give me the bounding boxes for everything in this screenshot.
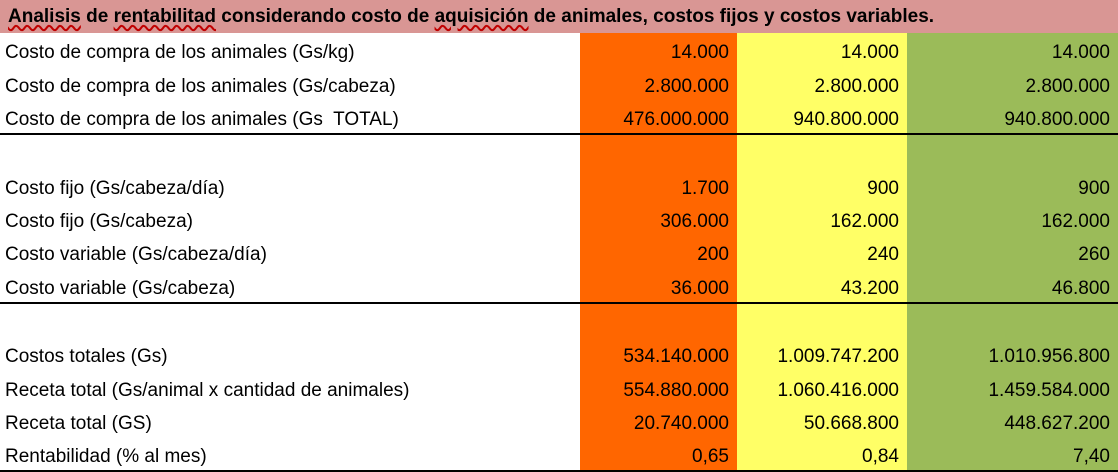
row-label-cell[interactable] bbox=[0, 134, 580, 169]
table-row: Costos totales (Gs) 534.140.000 1.009.74… bbox=[0, 336, 1118, 371]
row-label-cell[interactable]: Costos totales (Gs) bbox=[0, 336, 580, 371]
value-cell-scenario-3[interactable]: 46.800 bbox=[907, 268, 1118, 302]
title-segment-misspelled: aquisición bbox=[434, 5, 529, 27]
row-label-cell[interactable]: Costo de compra de los animales (Gs/cabe… bbox=[0, 66, 580, 100]
table-row: Costo variable (Gs/cabeza) 36.000 43.200… bbox=[0, 268, 1118, 304]
table-row: Receta total (Gs/animal x cantidad de an… bbox=[0, 370, 1118, 404]
title-segment: de animales, costos fijos y costos varia… bbox=[528, 5, 935, 27]
row-label-cell[interactable]: Costo variable (Gs/cabeza/día) bbox=[0, 234, 580, 269]
table-row: Rentabilidad (% al mes) 0,65 0,84 7,40 bbox=[0, 436, 1118, 472]
row-label-cell[interactable]: Receta total (Gs/animal x cantidad de an… bbox=[0, 370, 580, 404]
row-label-cell[interactable]: Costo variable (Gs/cabeza) bbox=[0, 268, 580, 302]
table-row-spacer bbox=[0, 303, 1118, 337]
value-cell-scenario-3[interactable]: 940.800.000 bbox=[907, 99, 1118, 133]
title-segment: considerando costo de bbox=[216, 5, 435, 27]
value-cell-scenario-3[interactable]: 162.000 bbox=[907, 201, 1118, 235]
table-title-cell[interactable]: Analisis de rentabilitad considerando co… bbox=[0, 0, 1118, 33]
table-row: Receta total (GS) 20.740.000 50.668.800 … bbox=[0, 403, 1118, 437]
value-cell-scenario-2[interactable]: 50.668.800 bbox=[737, 403, 907, 437]
table-row: Costo de compra de los animales (Gs TOTA… bbox=[0, 99, 1118, 135]
row-label-cell[interactable]: Costo de compra de los animales (Gs TOTA… bbox=[0, 99, 580, 133]
value-cell-scenario-2[interactable]: 940.800.000 bbox=[737, 99, 907, 133]
value-cell-scenario-3[interactable] bbox=[907, 134, 1118, 169]
value-cell-scenario-1[interactable]: 0,65 bbox=[580, 436, 737, 471]
value-cell-scenario-2[interactable] bbox=[737, 134, 907, 169]
value-cell-scenario-2[interactable]: 2.800.000 bbox=[737, 66, 907, 100]
value-cell-scenario-3[interactable]: 1.459.584.000 bbox=[907, 370, 1118, 404]
value-cell-scenario-3[interactable]: 14.000 bbox=[907, 33, 1118, 67]
value-cell-scenario-2[interactable] bbox=[737, 303, 907, 337]
table-row: Costo variable (Gs/cabeza/día) 200 240 2… bbox=[0, 234, 1118, 269]
row-label-cell[interactable]: Rentabilidad (% al mes) bbox=[0, 436, 580, 471]
table-row: Costo fijo (Gs/cabeza/día) 1.700 900 900 bbox=[0, 168, 1118, 202]
row-label-cell[interactable]: Costo fijo (Gs/cabeza/día) bbox=[0, 168, 580, 202]
value-cell-scenario-1[interactable]: 534.140.000 bbox=[580, 336, 737, 371]
value-cell-scenario-3[interactable]: 7,40 bbox=[907, 436, 1118, 471]
row-label-cell[interactable] bbox=[0, 303, 580, 337]
row-label-cell[interactable]: Costo fijo (Gs/cabeza) bbox=[0, 201, 580, 235]
value-cell-scenario-1[interactable]: 476.000.000 bbox=[580, 99, 737, 133]
value-cell-scenario-3[interactable]: 2.800.000 bbox=[907, 66, 1118, 100]
table-row: Costo fijo (Gs/cabeza) 306.000 162.000 1… bbox=[0, 201, 1118, 235]
value-cell-scenario-3[interactable]: 1.010.956.800 bbox=[907, 336, 1118, 371]
value-cell-scenario-2[interactable]: 0,84 bbox=[737, 436, 907, 471]
value-cell-scenario-3[interactable]: 448.627.200 bbox=[907, 403, 1118, 437]
value-cell-scenario-1[interactable]: 20.740.000 bbox=[580, 403, 737, 437]
table-body: Costo de compra de los animales (Gs/kg) … bbox=[0, 33, 1118, 472]
value-cell-scenario-2[interactable]: 900 bbox=[737, 168, 907, 202]
row-label-cell[interactable]: Costo de compra de los animales (Gs/kg) bbox=[0, 33, 580, 67]
value-cell-scenario-1[interactable]: 1.700 bbox=[580, 168, 737, 202]
value-cell-scenario-2[interactable]: 1.009.747.200 bbox=[737, 336, 907, 371]
value-cell-scenario-1[interactable]: 554.880.000 bbox=[580, 370, 737, 404]
value-cell-scenario-2[interactable]: 1.060.416.000 bbox=[737, 370, 907, 404]
table-row-spacer bbox=[0, 134, 1118, 169]
table-row: Costo de compra de los animales (Gs/kg) … bbox=[0, 33, 1118, 67]
value-cell-scenario-2[interactable]: 162.000 bbox=[737, 201, 907, 235]
title-segment-misspelled: Analisis bbox=[8, 5, 81, 27]
row-label-cell[interactable]: Receta total (GS) bbox=[0, 403, 580, 437]
title-segment: de bbox=[80, 5, 114, 27]
value-cell-scenario-3[interactable]: 260 bbox=[907, 234, 1118, 269]
value-cell-scenario-1[interactable]: 200 bbox=[580, 234, 737, 269]
value-cell-scenario-2[interactable]: 14.000 bbox=[737, 33, 907, 67]
value-cell-scenario-3[interactable] bbox=[907, 303, 1118, 337]
value-cell-scenario-1[interactable] bbox=[580, 303, 737, 337]
value-cell-scenario-1[interactable]: 14.000 bbox=[580, 33, 737, 67]
value-cell-scenario-3[interactable]: 900 bbox=[907, 168, 1118, 202]
value-cell-scenario-2[interactable]: 43.200 bbox=[737, 268, 907, 302]
value-cell-scenario-1[interactable] bbox=[580, 134, 737, 169]
table-row: Costo de compra de los animales (Gs/cabe… bbox=[0, 66, 1118, 100]
value-cell-scenario-2[interactable]: 240 bbox=[737, 234, 907, 269]
value-cell-scenario-1[interactable]: 36.000 bbox=[580, 268, 737, 302]
value-cell-scenario-1[interactable]: 2.800.000 bbox=[580, 66, 737, 100]
value-cell-scenario-1[interactable]: 306.000 bbox=[580, 201, 737, 235]
title-segment-misspelled: rentabilitad bbox=[113, 5, 217, 27]
